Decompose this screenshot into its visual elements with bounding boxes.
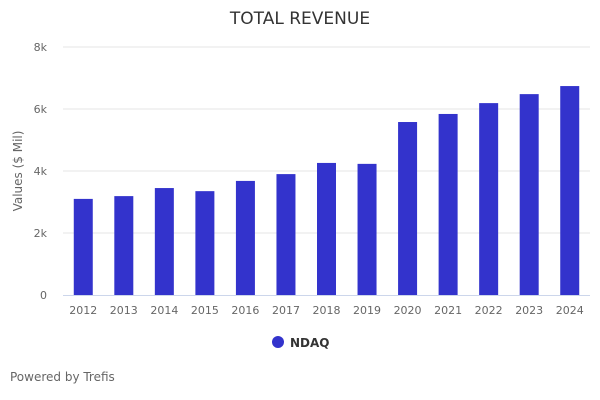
chart-title: TOTAL REVENUE	[229, 9, 370, 29]
x-tick-label: 2024	[556, 304, 584, 317]
x-tick-label: 2012	[69, 304, 97, 317]
bar-2024[interactable]	[560, 86, 580, 295]
y-axis-label: Values ($ Mil)	[11, 131, 25, 212]
x-tick-label: 2022	[475, 304, 503, 317]
x-tick-label: 2013	[110, 304, 138, 317]
legend-label[interactable]: NDAQ	[290, 336, 330, 350]
legend[interactable]: NDAQ	[272, 336, 330, 350]
bar-2021[interactable]	[438, 113, 458, 296]
legend-marker-icon	[272, 336, 284, 348]
bar-2022[interactable]	[479, 103, 499, 295]
bar-2020[interactable]	[398, 122, 418, 296]
x-tick-label: 2017	[272, 304, 300, 317]
powered-by-credit[interactable]: Powered by Trefis	[10, 370, 115, 384]
x-tick-label: 2018	[313, 304, 341, 317]
bar-2013[interactable]	[114, 196, 134, 295]
y-tick-label: 2k	[34, 227, 48, 240]
bars	[73, 86, 580, 296]
x-tick-label: 2019	[353, 304, 381, 317]
bar-2012[interactable]	[73, 198, 93, 295]
x-tick-label: 2021	[434, 304, 462, 317]
bar-2016[interactable]	[235, 180, 255, 295]
y-axis-ticks: 0 2k 4k 6k 8k	[34, 41, 48, 302]
bar-2017[interactable]	[276, 174, 296, 295]
y-tick-label: 6k	[34, 103, 48, 116]
bar-2018[interactable]	[317, 162, 336, 295]
bar-2014[interactable]	[154, 188, 174, 295]
x-tick-label: 2023	[515, 304, 543, 317]
x-tick-label: 2015	[191, 304, 219, 317]
y-tick-label: 4k	[34, 165, 48, 178]
x-axis-ticks: 2012 2013 2014 2015 2016 2017 2018 2019 2020 2021…	[69, 304, 583, 317]
y-tick-label: 0	[40, 289, 47, 302]
x-tick-label: 2020	[394, 304, 422, 317]
bar-2019[interactable]	[357, 163, 377, 295]
bar-2015[interactable]	[195, 191, 215, 295]
bar-2023[interactable]	[519, 94, 539, 296]
x-tick-label: 2016	[231, 304, 259, 317]
y-tick-label: 8k	[34, 41, 48, 54]
x-tick-label: 2014	[150, 304, 178, 317]
